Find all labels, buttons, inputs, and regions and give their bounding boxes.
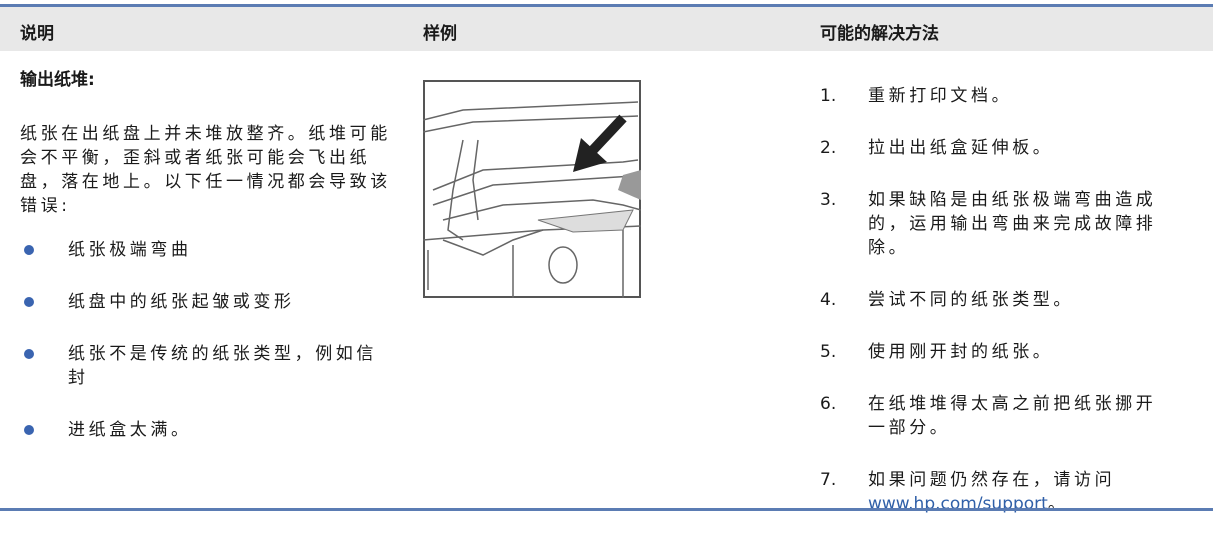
- description-title: 输出纸堆:: [20, 70, 95, 90]
- header-cell: 样例: [423, 24, 457, 44]
- step-number: 3.: [820, 190, 837, 210]
- step-text: 使用刚开封的纸张。: [868, 342, 1054, 362]
- step-text: 如果问题仍然存在，请访问: [868, 470, 1116, 490]
- bottom-rule: [0, 508, 1213, 511]
- step-suffix: 。: [1047, 494, 1069, 514]
- step-item: 2. 拉出出纸盒延伸板。: [820, 136, 1168, 160]
- step-text: 重新打印文档。: [868, 86, 1013, 106]
- bullet-list: 纸张极端弯曲纸盘中的纸张起皱或变形纸张不是传统的纸张类型，例如信封进纸盒太满。: [20, 238, 392, 442]
- step-number: 5.: [820, 342, 837, 362]
- step-item: 3. 如果缺陷是由纸张极端弯曲造成的，运用输出弯曲来完成故障排除。: [820, 188, 1168, 260]
- top-rule: [0, 4, 1213, 7]
- step-item: 5. 使用刚开封的纸张。: [820, 340, 1168, 364]
- header-cell: 说明: [20, 24, 54, 44]
- step-number: 4.: [820, 290, 837, 310]
- solution-cell: 1. 重新打印文档。 2. 拉出出纸盒延伸板。 3. 如果缺陷是由纸张极端弯曲造成的，运用…: [820, 84, 1200, 544]
- bullet-dot: [24, 425, 34, 435]
- step-item: 1. 重新打印文档。: [820, 84, 1168, 108]
- step-item: 6. 在纸堆堆得太高之前把纸张挪开一部分。: [820, 392, 1168, 440]
- step-list: 1. 重新打印文档。 2. 拉出出纸盒延伸板。 3. 如果缺陷是由纸张极端弯曲造成的，运用…: [820, 84, 1200, 516]
- bullet-item: 进纸盒太满。: [20, 418, 388, 442]
- bullet-text: 纸张极端弯曲: [68, 240, 192, 260]
- header-cell: 可能的解决方法: [820, 24, 939, 44]
- bullet-text: 进纸盒太满。: [68, 420, 192, 440]
- page-body: {"table": { "headers": ["说明", "样例", "可能的…: [0, 4, 1213, 514]
- example-cell: [422, 80, 642, 302]
- bullet-dot: [24, 245, 34, 255]
- step-text: 尝试不同的纸张类型。: [868, 290, 1074, 310]
- example-image: [422, 80, 642, 298]
- support-link[interactable]: www.hp.com/support: [868, 494, 1048, 514]
- bullet-dot: [24, 297, 34, 307]
- bullet-text: 纸盘中的纸张起皱或变形: [68, 292, 295, 312]
- description-text: 纸张在出纸盘上并未堆放整齐。纸堆可能会不平衡，歪斜或者纸张可能会飞出纸盘，落在地…: [20, 124, 391, 216]
- bullet-item: 纸张不是传统的纸张类型，例如信封: [20, 342, 388, 390]
- bullet-dot: [24, 349, 34, 359]
- bullet-item: 纸张极端弯曲: [20, 238, 388, 262]
- page: 输出纸堆 html, body { margin: 0; padding: 0;…: [0, 4, 1213, 514]
- bullet-item: 纸盘中的纸张起皱或变形: [20, 290, 388, 314]
- step-text: 如果缺陷是由纸张极端弯曲造成的，运用输出弯曲来完成故障排除。: [868, 190, 1157, 258]
- step-number: 6.: [820, 394, 837, 414]
- step-text: 拉出出纸盒延伸板。: [868, 138, 1054, 158]
- bullet-text: 纸张不是传统的纸张类型，例如信封: [68, 344, 377, 388]
- step-number: 2.: [820, 138, 837, 158]
- step-text: 在纸堆堆得太高之前把纸张挪开一部分。: [868, 394, 1157, 438]
- description-cell: 输出纸堆: 纸张在出纸盘上并未堆放整齐。纸堆可能会不平衡，歪斜或者纸张可能会飞出…: [20, 68, 392, 470]
- step-number: 1.: [820, 86, 837, 106]
- step-item: 4. 尝试不同的纸张类型。: [820, 288, 1168, 312]
- header-row: 说明 样例 可能的解决方法: [0, 7, 1213, 51]
- step-number: 7.: [820, 470, 837, 490]
